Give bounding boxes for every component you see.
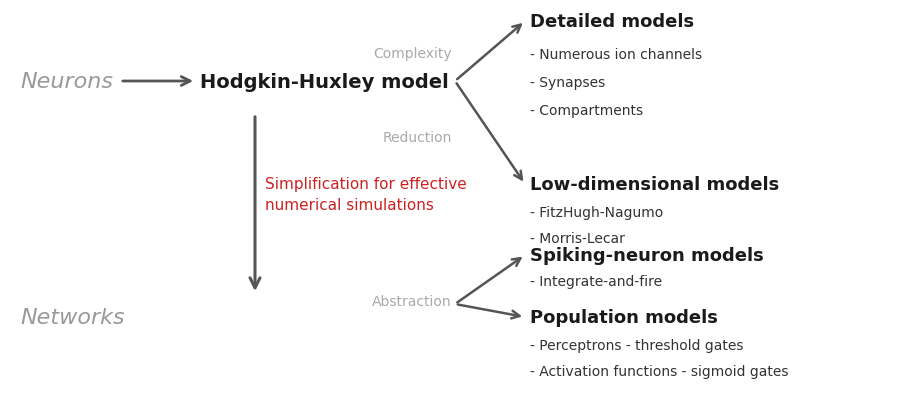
Text: Neurons: Neurons (20, 72, 113, 92)
Text: - Integrate-and-fire: - Integrate-and-fire (530, 274, 662, 288)
Text: - Synapses: - Synapses (530, 76, 605, 90)
Text: - Perceptrons - threshold gates: - Perceptrons - threshold gates (530, 338, 744, 352)
Text: Networks: Networks (20, 307, 125, 327)
Text: Population models: Population models (530, 308, 718, 326)
Text: Reduction: Reduction (383, 131, 452, 145)
Text: Spiking-neuron models: Spiking-neuron models (530, 246, 763, 264)
Text: - Compartments: - Compartments (530, 104, 643, 118)
Text: - Morris-Lecar: - Morris-Lecar (530, 231, 625, 245)
Text: Complexity: Complexity (374, 47, 452, 61)
Text: - Numerous ion channels: - Numerous ion channels (530, 48, 702, 62)
Text: Hodgkin-Huxley model: Hodgkin-Huxley model (200, 72, 449, 91)
Text: - Activation functions - sigmoid gates: - Activation functions - sigmoid gates (530, 364, 788, 378)
Text: Abstraction: Abstraction (372, 294, 452, 308)
Text: - FitzHugh-Nagumo: - FitzHugh-Nagumo (530, 205, 664, 219)
Text: Low-dimensional models: Low-dimensional models (530, 176, 779, 194)
Text: Detailed models: Detailed models (530, 13, 694, 31)
Text: Simplification for effective
numerical simulations: Simplification for effective numerical s… (265, 176, 467, 213)
